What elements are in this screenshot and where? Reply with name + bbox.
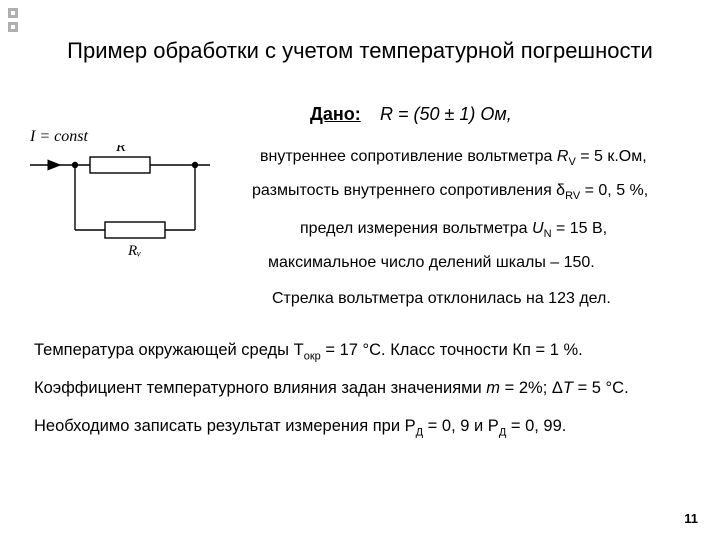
txt: = 15 В, [552, 220, 608, 237]
i-const-label: I = const [30, 128, 88, 146]
body-p2: Коэффициент температурного влияния задан… [34, 370, 694, 406]
txt: Температура окружающей среды Т [34, 341, 304, 359]
txt: = 0, 5 %, [580, 182, 648, 199]
txt: = 0, 9 и Р [423, 417, 499, 435]
page-number: 11 [684, 511, 698, 526]
r-label: R [115, 145, 126, 155]
txt: = 5 к.Ом, [576, 148, 647, 165]
corner-bullets [8, 8, 18, 32]
bullet-icon [8, 22, 18, 32]
line-div: максимальное число делений шкалы – 150. [268, 254, 595, 272]
txt: N [544, 228, 552, 240]
line-delta-rv: размытость внутреннего сопротивления δRV… [252, 182, 648, 202]
circuit-diagram: R Rᵥ [30, 145, 240, 315]
txt: размытость внутреннего сопротивления δ [252, 182, 565, 199]
body-p1: Температура окружающей среды Токр = 17 °… [34, 332, 694, 368]
txt: = 17 °С. Класс точности Кп = 1 %. [321, 341, 583, 359]
txt: U [532, 220, 544, 237]
body-p3: Необходимо записать результат измерения … [34, 408, 694, 444]
txt: Д [416, 426, 423, 438]
txt: = 0, 99. [506, 417, 566, 435]
txt: V [568, 156, 575, 168]
txt: T [563, 379, 573, 397]
given-value: R = (50 ± 1) Ом, [380, 104, 512, 125]
txt: Коэффициент температурного влияния задан… [34, 379, 486, 397]
given-label: Дано: [310, 104, 361, 125]
txt: = 5 °С. [573, 379, 629, 397]
txt: окр [304, 350, 321, 362]
txt: внутреннее сопротивление вольтметра [260, 148, 557, 165]
bullet-icon [8, 8, 18, 18]
line-un: предел измерения вольтметра UN = 15 В, [300, 220, 607, 240]
line-reading: Стрелка вольтметра отклонилась на 123 де… [272, 290, 611, 308]
txt: предел измерения вольтметра [300, 220, 532, 237]
txt: Необходимо записать результат измерения … [34, 417, 416, 435]
page-title: Пример обработки с учетом температурной … [0, 38, 720, 64]
given-value-text: R = (50 ± 1) Ом, [380, 104, 512, 124]
rv-label: Rᵥ [127, 243, 141, 259]
txt: = 2%; Δ [500, 379, 563, 397]
txt: RV [565, 190, 580, 202]
txt: m [486, 379, 500, 397]
txt: R [557, 148, 569, 165]
line-rv: внутреннее сопротивление вольтметра RV =… [260, 148, 647, 168]
